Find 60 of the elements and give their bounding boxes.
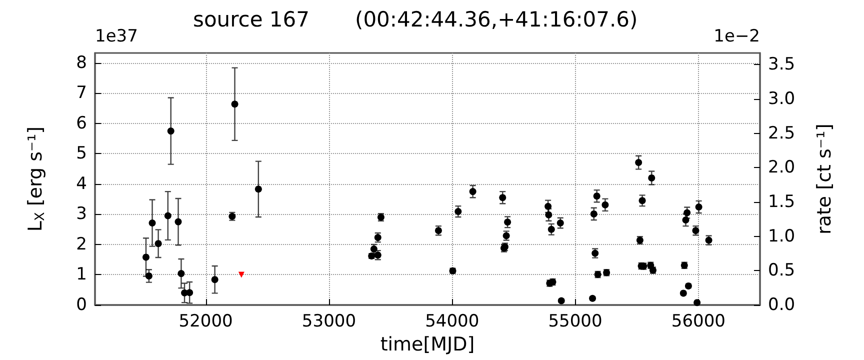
point — [499, 194, 506, 202]
y2-tick-label: 1.0 — [768, 226, 796, 246]
point — [164, 212, 172, 220]
point — [593, 192, 600, 200]
y-tick-label: 7 — [76, 83, 87, 104]
point — [602, 201, 609, 208]
point — [684, 209, 691, 216]
point — [694, 299, 701, 306]
point — [590, 210, 598, 218]
y-tick-label: 8 — [76, 52, 87, 73]
x-tick-label: 55000 — [548, 312, 602, 332]
point — [186, 289, 194, 296]
point — [695, 203, 702, 210]
y2-tick-label: 2.5 — [768, 123, 796, 144]
point — [178, 270, 185, 278]
point — [545, 211, 552, 218]
point — [504, 218, 512, 226]
point — [635, 159, 642, 166]
point — [544, 202, 552, 210]
y-tick-label: 5 — [76, 144, 87, 164]
point — [231, 100, 238, 108]
point — [556, 220, 564, 227]
x-axis-title: time[MJD] — [380, 334, 475, 356]
point — [548, 226, 555, 233]
chart-title: source 167 — [193, 8, 310, 32]
point — [238, 272, 244, 278]
y2-tick-label: 3.5 — [768, 54, 796, 75]
y-tick-label: 3 — [76, 204, 87, 224]
point — [145, 272, 152, 280]
point — [638, 197, 646, 204]
y-tick-label: 6 — [76, 113, 87, 134]
y-tick-label: 1 — [76, 264, 87, 285]
chart-subtitle: (00:42:44.36,+41:16:07.6) — [355, 8, 638, 32]
point — [469, 188, 476, 196]
point — [154, 240, 162, 248]
text: 1e37 — [95, 26, 138, 46]
point — [148, 220, 156, 227]
y2-tick-label: 3.0 — [768, 89, 796, 110]
y-tick-label: 2 — [76, 234, 87, 254]
x-tick-label: 56000 — [671, 312, 726, 332]
x-tick-label: 54000 — [425, 312, 480, 332]
x-tick-label: 52000 — [178, 312, 233, 332]
y2-tick-label: 0.0 — [768, 295, 796, 315]
y2-tick-label: 1.5 — [768, 192, 796, 212]
y-axis-title: LX [erg s⁻¹] — [24, 126, 48, 232]
point — [648, 174, 656, 182]
point — [682, 216, 690, 224]
y-tick-label: 0 — [76, 295, 87, 315]
y2-axis-title: rate [ct s⁻¹] — [814, 124, 836, 234]
y2-tick-label: 0.5 — [768, 260, 796, 281]
point — [167, 128, 174, 135]
text: 1e−2 — [714, 26, 760, 46]
x-tick-label: 53000 — [302, 312, 356, 332]
y-tick-label: 4 — [76, 174, 87, 194]
point — [174, 218, 182, 226]
y2-tick-label: 2.0 — [768, 158, 796, 178]
point — [211, 276, 218, 284]
point — [142, 254, 150, 261]
point — [254, 186, 262, 193]
point — [454, 208, 462, 216]
